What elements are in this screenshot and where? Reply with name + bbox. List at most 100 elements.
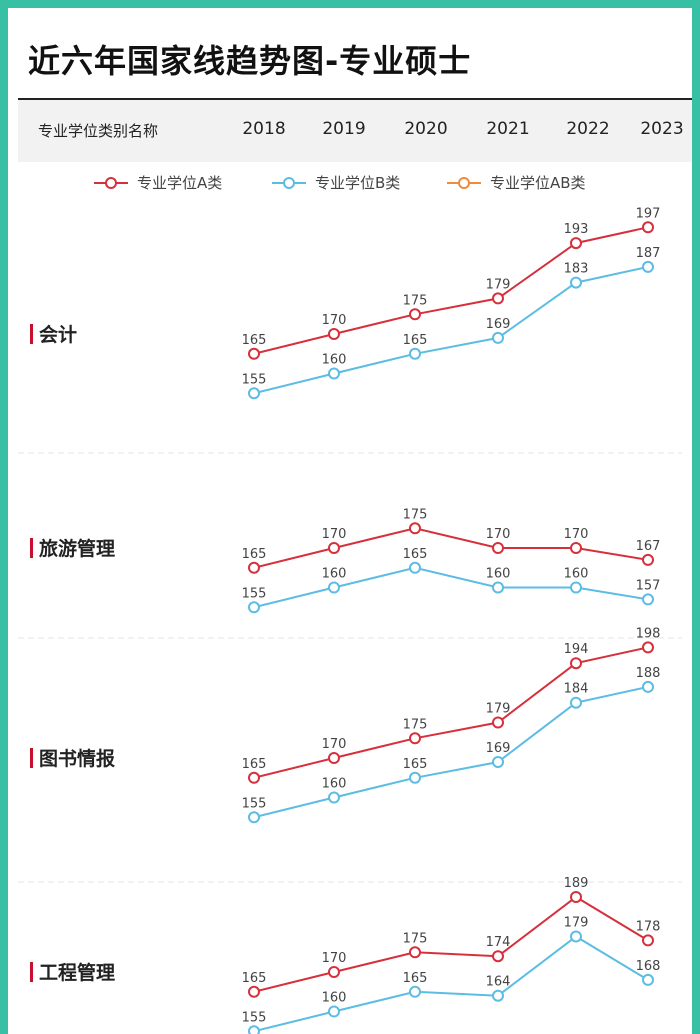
- data-point-工程管理-专业学位A类-2020: [409, 946, 421, 959]
- data-point-工程管理-专业学位B类-2023: [642, 973, 654, 986]
- row-label-工程管理: 工程管理: [39, 961, 115, 984]
- data-point-图书情报-专业学位B类-2019: [328, 791, 340, 804]
- data-label-工程管理-专业学位A类-2018: 165: [242, 971, 267, 986]
- data-label-图书情报-专业学位B类-2023: 188: [636, 666, 661, 681]
- data-label-旅游管理-专业学位A类-2023: 167: [636, 539, 661, 554]
- data-label-图书情报-专业学位A类-2020: 175: [403, 717, 428, 732]
- year-header-2019: 2019: [322, 119, 366, 139]
- data-point-图书情报-专业学位B类-2020: [409, 771, 421, 784]
- data-point-旅游管理-专业学位B类-2020: [409, 561, 421, 574]
- data-point-图书情报-专业学位B类-2023: [642, 680, 654, 693]
- data-point-会计-专业学位A类-2022: [570, 237, 582, 250]
- data-label-旅游管理-专业学位A类-2021: 170: [486, 527, 511, 542]
- data-label-工程管理-专业学位B类-2021: 164: [486, 975, 511, 990]
- data-point-图书情报-专业学位A类-2023: [642, 641, 654, 654]
- data-label-工程管理-专业学位B类-2020: 165: [403, 971, 428, 986]
- legend-label-专业学位AB类: 专业学位AB类: [490, 174, 586, 192]
- data-point-旅游管理-专业学位B类-2023: [642, 593, 654, 606]
- data-point-图书情报-专业学位B类-2021: [492, 756, 504, 768]
- data-label-旅游管理-专业学位A类-2022: 170: [564, 527, 589, 542]
- data-label-图书情报-专业学位A类-2023: 198: [636, 626, 661, 641]
- legend-label-专业学位B类: 专业学位B类: [315, 174, 400, 192]
- data-label-工程管理-专业学位B类-2023: 168: [636, 959, 661, 974]
- data-label-图书情报-专业学位A类-2021: 179: [486, 702, 511, 717]
- data-point-会计-专业学位B类-2022: [570, 276, 582, 289]
- data-point-会计-专业学位A类-2020: [409, 308, 421, 321]
- data-point-图书情报-专业学位B类-2018: [248, 811, 260, 824]
- data-point-工程管理-专业学位B类-2022: [570, 930, 582, 943]
- row-marker-工程管理: [30, 962, 33, 982]
- data-point-图书情报-专业学位A类-2022: [570, 657, 582, 670]
- legend-marker-专业学位B类: [283, 177, 295, 189]
- data-point-旅游管理-专业学位A类-2020: [409, 522, 421, 535]
- legend-marker-专业学位AB类: [458, 177, 470, 189]
- data-label-旅游管理-专业学位A类-2018: 165: [242, 547, 267, 562]
- year-header-2020: 2020: [404, 119, 448, 139]
- data-label-旅游管理-专业学位B类-2023: 157: [636, 578, 661, 593]
- row-label-会计: 会计: [39, 323, 77, 346]
- data-label-工程管理-专业学位A类-2019: 170: [322, 951, 347, 966]
- data-point-工程管理-专业学位B类-2019: [328, 1005, 340, 1018]
- year-header-2023: 2023: [640, 119, 684, 139]
- data-point-会计-专业学位B类-2018: [248, 387, 260, 400]
- data-label-工程管理-专业学位A类-2021: 174: [486, 935, 511, 950]
- data-label-工程管理-专业学位B类-2019: 160: [322, 991, 347, 1006]
- data-label-图书情报-专业学位B类-2021: 169: [486, 741, 511, 756]
- chart-card: 近六年国家线趋势图-专业硕士 专业学位类别名称 2018 2019 2020 2…: [8, 8, 692, 1034]
- data-point-旅游管理-专业学位B类-2021: [492, 581, 504, 594]
- data-label-会计-专业学位B类-2019: 160: [322, 353, 347, 368]
- data-label-旅游管理-专业学位A类-2020: 175: [403, 507, 428, 522]
- data-label-会计-专业学位A类-2020: 175: [403, 293, 428, 308]
- category-header-label: 专业学位类别名称: [38, 122, 159, 140]
- data-label-会计-专业学位A类-2018: 165: [242, 333, 267, 348]
- series-line-会计-专业学位B类: [253, 265, 649, 395]
- data-point-工程管理-专业学位A类-2021: [492, 950, 504, 963]
- data-label-图书情报-专业学位A类-2022: 194: [564, 642, 589, 657]
- data-point-图书情报-专业学位A类-2018: [248, 771, 260, 784]
- data-label-图书情报-专业学位B类-2020: 165: [403, 757, 428, 772]
- data-point-会计-专业学位A类-2021: [492, 292, 504, 305]
- year-header-2022: 2022: [566, 119, 610, 139]
- page-title: 近六年国家线趋势图-专业硕士: [28, 42, 472, 80]
- data-point-会计-专业学位B类-2021: [492, 331, 504, 344]
- year-header-2021: 2021: [486, 119, 530, 139]
- series-line-工程管理-专业学位A类: [253, 895, 649, 993]
- data-label-会计-专业学位B类-2022: 183: [564, 262, 589, 277]
- year-header-2018: 2018: [242, 119, 286, 139]
- data-label-旅游管理-专业学位B类-2018: 155: [242, 586, 267, 601]
- data-label-工程管理-专业学位B类-2022: 179: [564, 916, 589, 931]
- legend-label-专业学位A类: 专业学位A类: [137, 174, 222, 192]
- row-marker-旅游管理: [30, 538, 33, 558]
- data-point-旅游管理-专业学位A类-2023: [642, 553, 654, 566]
- series-line-旅游管理-专业学位B类: [253, 566, 649, 609]
- data-point-旅游管理-专业学位B类-2022: [570, 581, 582, 594]
- data-label-会计-专业学位B类-2023: 187: [636, 246, 661, 261]
- data-label-工程管理-专业学位A类-2020: 175: [403, 931, 428, 946]
- data-point-会计-专业学位B类-2023: [642, 260, 654, 273]
- data-label-旅游管理-专业学位B类-2021: 160: [486, 567, 511, 582]
- data-label-旅游管理-专业学位B类-2020: 165: [403, 547, 428, 562]
- row-marker-会计: [30, 324, 33, 344]
- data-label-旅游管理-专业学位A类-2019: 170: [322, 527, 347, 542]
- data-point-图书情报-专业学位A类-2020: [409, 732, 421, 745]
- data-label-工程管理-专业学位A类-2022: 189: [564, 876, 589, 891]
- data-label-会计-专业学位A类-2021: 179: [486, 277, 511, 292]
- data-label-会计-专业学位A类-2022: 193: [564, 222, 589, 237]
- data-label-会计-专业学位A类-2023: 197: [636, 206, 661, 221]
- data-label-旅游管理-专业学位B类-2022: 160: [564, 567, 589, 582]
- data-label-会计-专业学位B类-2020: 165: [403, 333, 428, 348]
- data-label-图书情报-专业学位A类-2019: 170: [322, 737, 347, 752]
- title-divider: [18, 98, 692, 100]
- data-point-工程管理-专业学位A类-2023: [642, 934, 654, 947]
- data-point-会计-专业学位A类-2019: [328, 328, 340, 340]
- data-point-图书情报-专业学位A类-2019: [328, 752, 340, 764]
- data-point-图书情报-专业学位B类-2022: [570, 696, 582, 709]
- data-point-工程管理-专业学位B类-2018: [248, 1025, 260, 1034]
- data-label-会计-专业学位B类-2021: 169: [486, 317, 511, 332]
- data-point-会计-专业学位A类-2023: [642, 221, 654, 234]
- data-point-工程管理-专业学位B类-2020: [409, 985, 421, 998]
- series-line-旅游管理-专业学位A类: [253, 527, 649, 569]
- row-label-图书情报: 图书情报: [39, 747, 115, 770]
- year-header-row: 专业学位类别名称 2018 2019 2020 2021 2022 2023: [18, 100, 692, 162]
